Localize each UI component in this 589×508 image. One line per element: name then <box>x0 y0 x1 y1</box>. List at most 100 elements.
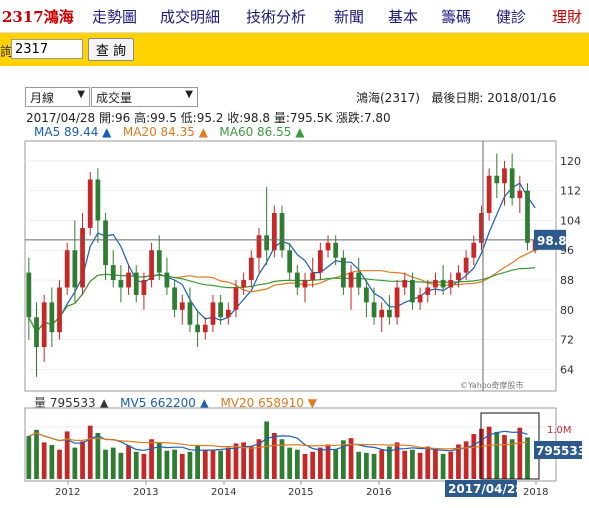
current-volume-tag <box>534 441 582 459</box>
cursor-date-label: 2017/04/28 <box>448 482 524 496</box>
ma-legend: MA5 89.44 ▲ MA20 84.35 ▲ MA60 86.55 ▲ <box>34 125 304 139</box>
volume-bar <box>456 444 461 479</box>
volume-bar <box>387 446 392 479</box>
candle-body <box>333 242 339 258</box>
last-date: 最後日期: 2018/01/16 <box>431 91 557 105</box>
nav-tab-trend[interactable]: 走勢圖 <box>92 8 138 26</box>
volume-bar <box>110 447 116 479</box>
vol-legend: 量 795533 ▲ MV5 662200 ▲ MV20 658910 ▼ <box>34 394 317 411</box>
volume-bar <box>509 439 515 479</box>
volume-bar <box>494 431 500 479</box>
candle-body <box>179 302 185 310</box>
volume-bar <box>287 447 293 479</box>
candle-body <box>64 250 70 288</box>
nav-tab-health[interactable]: 健診 <box>496 8 527 26</box>
candle-body <box>433 280 438 288</box>
volume-bar <box>433 448 438 479</box>
volume-bar <box>302 453 308 479</box>
price-tick-label: 88 <box>560 274 574 287</box>
volume-bar <box>317 447 323 479</box>
candle-body <box>287 250 293 273</box>
nav-tab-technical[interactable]: 技術分析 <box>246 8 307 26</box>
volume-bar <box>164 450 170 479</box>
candle-body <box>479 213 484 243</box>
volume-bar <box>348 438 354 479</box>
candle-body <box>364 287 369 303</box>
volume-bar <box>417 452 423 479</box>
volume-bar <box>371 453 377 479</box>
volume-bar <box>187 451 193 479</box>
candle-body <box>149 250 154 281</box>
candle-body <box>494 175 500 184</box>
candle-body <box>72 250 78 288</box>
candle-body <box>387 309 392 318</box>
candle-body <box>425 287 431 295</box>
year-label: 2016 <box>366 487 391 498</box>
volume-bar <box>486 426 492 479</box>
candle-body <box>187 302 193 325</box>
candle-body <box>463 257 469 273</box>
volume-bar <box>225 447 231 479</box>
period-select-value: 月線 <box>30 91 55 105</box>
volume-bar <box>271 432 277 479</box>
nav-tab-details[interactable]: 成交明細 <box>160 8 221 26</box>
volume-bar <box>310 451 316 479</box>
candle-body <box>317 250 323 273</box>
year-label: 2013 <box>133 487 158 498</box>
candle-body <box>417 294 423 303</box>
volume-bar <box>340 440 346 479</box>
volume-bar <box>517 427 523 479</box>
candle-body <box>57 287 62 333</box>
candle-body <box>525 190 530 243</box>
volume-bar <box>333 449 339 479</box>
volume-legend: 量 795533 ▲ <box>34 396 109 410</box>
volume-bar <box>325 444 331 479</box>
volume-chart[interactable]: 1.0M 795533 2012 2013 2014 2015 2016 2018 201… <box>0 407 589 508</box>
chevron-down-icon: ▼ <box>77 89 85 100</box>
nav-tab-chips[interactable]: 籌碼 <box>441 8 472 26</box>
ma60-legend: MA60 86.55 ▲ <box>219 125 305 139</box>
volume-bar <box>133 451 139 479</box>
candle-body <box>248 257 254 281</box>
indicator-select[interactable]: 成交量 ▼ <box>91 87 198 107</box>
query-button[interactable]: 查 詢 <box>88 38 134 61</box>
nav-tab-finance[interactable]: 理財 <box>552 8 583 26</box>
volume-bar <box>448 451 454 479</box>
candle-body <box>195 324 200 333</box>
price-tick-label: 120 <box>560 155 581 168</box>
candle-body <box>210 302 216 325</box>
volume-bar <box>87 425 93 479</box>
indicator-select-value: 成交量 <box>96 91 133 105</box>
mv5-legend: MV5 662200 ▲ <box>120 396 209 410</box>
current-price-tag <box>534 229 566 250</box>
candle-body <box>95 179 101 221</box>
candle-body <box>233 287 239 310</box>
price-tick-label: 72 <box>560 334 574 347</box>
stock-brand[interactable]: 2317鴻海 <box>2 8 74 26</box>
candle-body <box>502 168 507 184</box>
candle-body <box>133 272 139 295</box>
volume-bar <box>502 435 507 479</box>
year-label: 2018 <box>523 487 548 498</box>
nav-tab-basic[interactable]: 基本 <box>388 8 419 26</box>
candle-body <box>356 272 362 288</box>
candle-body <box>202 324 208 333</box>
volume-bar <box>202 449 208 479</box>
candle-body <box>279 213 285 251</box>
candle-body <box>379 309 385 318</box>
nav-tab-news[interactable]: 新聞 <box>334 8 365 26</box>
candle-body <box>310 272 316 281</box>
ma5-legend: MA5 89.44 ▲ <box>34 125 112 139</box>
candle-body <box>156 250 162 273</box>
price-tick-label: 64 <box>560 363 574 376</box>
year-label: 2012 <box>55 487 80 498</box>
volume-bar <box>525 437 530 479</box>
candle-body <box>26 272 32 318</box>
year-label: 2015 <box>288 487 313 498</box>
candle-body <box>49 302 55 333</box>
period-select[interactable]: 月線 ▼ <box>25 87 90 107</box>
ohlc-line: 2017/04/28 開:96 高:99.5 低:95.2 收:98.8 量:7… <box>26 111 391 125</box>
volume-bar <box>34 429 39 479</box>
stock-code-input[interactable] <box>11 39 83 59</box>
